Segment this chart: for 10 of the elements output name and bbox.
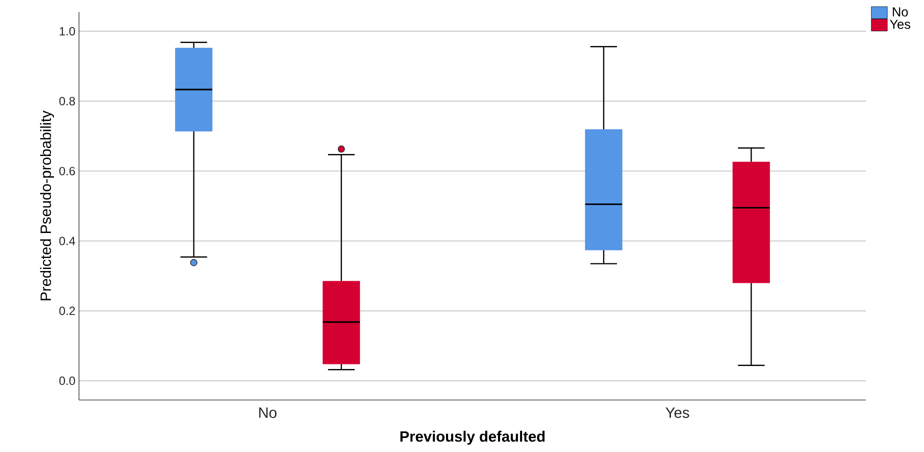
y-axis-title: Predicted Pseudo-probability bbox=[40, 110, 54, 300]
x-axis-title: Previously defaulted bbox=[400, 430, 545, 445]
y-tick-label: 1.0 bbox=[60, 26, 76, 36]
y-tick-label: 0.0 bbox=[59, 376, 76, 385]
legend-label: No bbox=[892, 7, 908, 16]
y-tick-label: 0.6 bbox=[59, 166, 75, 176]
y-tick-label: 0.4 bbox=[59, 236, 76, 246]
legend-label: Yes bbox=[890, 20, 910, 29]
y-tick-label: 0.2 bbox=[59, 306, 75, 316]
y-tick-label: 0.8 bbox=[59, 96, 75, 106]
